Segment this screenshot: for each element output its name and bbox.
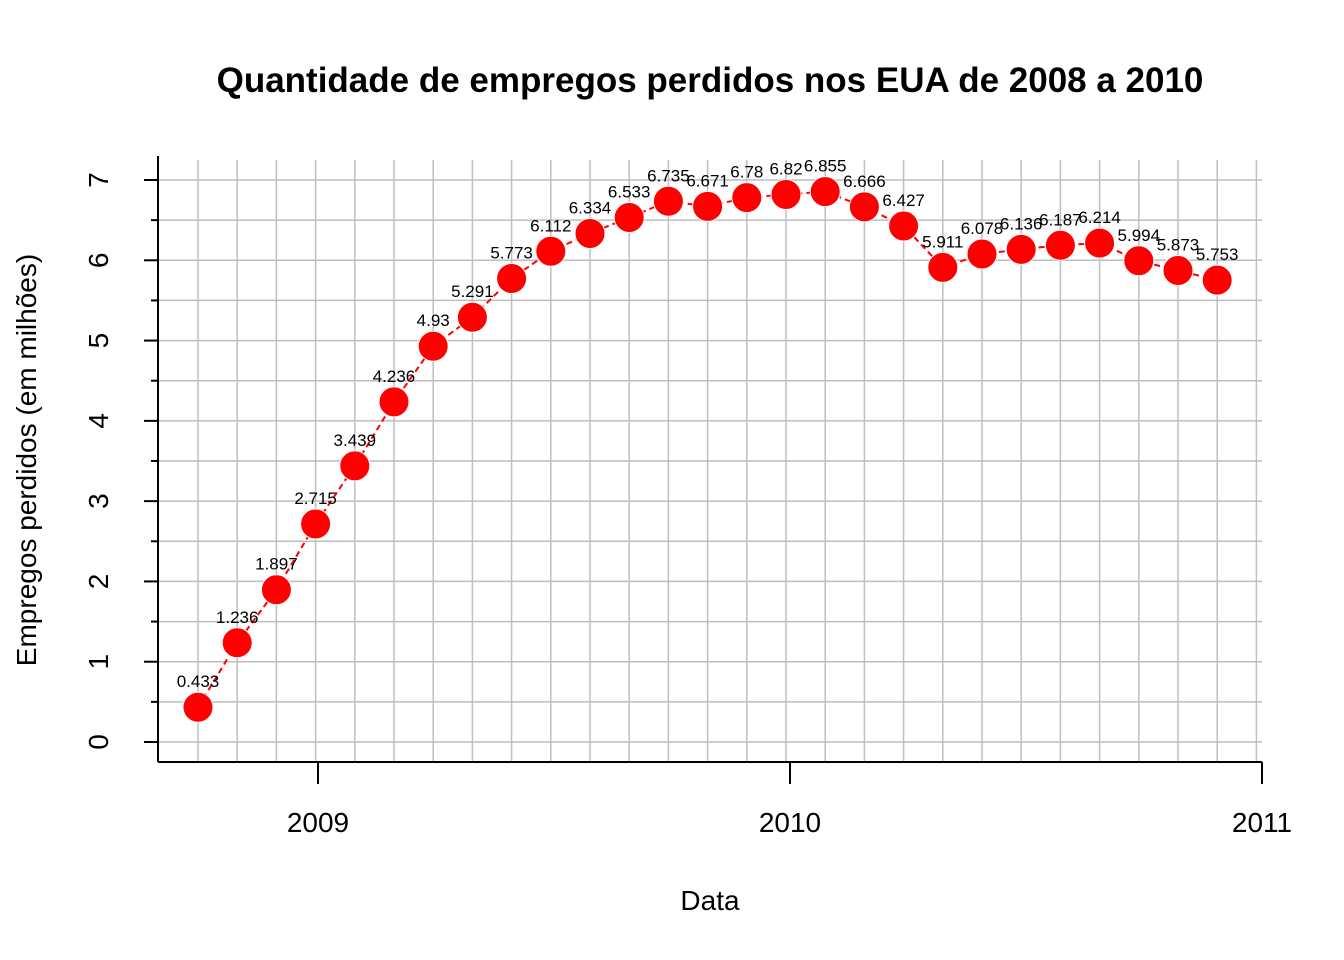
data-label: 6.82	[769, 159, 802, 178]
data-point	[535, 235, 567, 267]
data-point	[1044, 229, 1076, 261]
axes: 0 1 2 3 4 5 6 7 2009 2010 2011	[83, 156, 1292, 838]
data-label: 3.439	[334, 431, 377, 450]
y-tick-label: 1	[83, 654, 114, 670]
x-tick-label: 2009	[287, 807, 349, 838]
data-point	[692, 190, 724, 222]
data-point	[300, 508, 332, 540]
data-point	[496, 263, 528, 295]
data-label: 5.753	[1196, 245, 1239, 264]
x-tick-label: 2010	[759, 807, 821, 838]
data-point	[339, 450, 371, 482]
data-point	[652, 185, 684, 217]
y-tick-label: 7	[83, 172, 114, 188]
data-label: 4.93	[417, 311, 450, 330]
chart-title: Quantidade de empregos perdidos nos EUA …	[217, 61, 1204, 100]
data-label: 5.911	[922, 232, 963, 251]
data-point	[574, 217, 606, 249]
data-point	[1005, 233, 1037, 265]
data-label: 5.873	[1157, 235, 1200, 254]
data-point	[848, 191, 880, 223]
grid	[158, 160, 1262, 763]
data-point	[927, 251, 959, 283]
data-label: 6.78	[730, 163, 763, 182]
data-label: 4.236	[373, 367, 416, 386]
data-label: 1.897	[255, 555, 298, 574]
data-label: 5.773	[490, 244, 533, 263]
data-label: 6.112	[530, 216, 571, 235]
y-tick-label: 3	[83, 493, 114, 509]
data-label: 6.187	[1039, 210, 1082, 229]
data-label: 6.533	[608, 182, 651, 201]
data-point	[1123, 245, 1155, 277]
y-tick-label: 2	[83, 574, 114, 590]
data-point	[221, 627, 253, 659]
data-point	[809, 176, 841, 208]
y-axis-title: Empregos perdidos (em milhões)	[11, 254, 42, 666]
data-point	[731, 182, 763, 214]
data-label: 6.136	[1000, 214, 1043, 233]
y-tick-label: 0	[83, 734, 114, 750]
x-tick-label: 2011	[1232, 807, 1292, 838]
data-label: 6.671	[686, 171, 729, 190]
data-point	[182, 691, 214, 723]
data-label: 5.994	[1118, 226, 1161, 245]
series-layer	[182, 176, 1233, 723]
data-labels: 0.433 1.236 1.897 2.715 3.439 4.236 4.935.291 5…	[177, 157, 1239, 692]
data-label: 1.236	[216, 608, 259, 627]
data-label: 5.291	[451, 282, 494, 301]
data-point	[417, 330, 449, 362]
data-point	[966, 238, 998, 270]
data-point	[260, 574, 292, 606]
data-label: 6.735	[647, 166, 690, 185]
data-label: 6.078	[961, 219, 1004, 238]
data-point	[378, 386, 410, 418]
data-label: 6.855	[804, 157, 847, 176]
data-label: 6.214	[1078, 208, 1121, 227]
data-point	[613, 201, 645, 233]
data-label: 6.334	[569, 198, 612, 217]
data-point	[770, 178, 802, 210]
data-label: 6.427	[882, 191, 925, 210]
x-axis-title: Data	[680, 885, 740, 916]
data-point	[1201, 264, 1233, 296]
y-tick-label: 6	[83, 252, 114, 268]
y-tick-label: 4	[83, 413, 114, 429]
data-label: 2.715	[294, 489, 337, 508]
data-label: 6.666	[843, 172, 886, 191]
data-point	[888, 210, 920, 242]
y-tick-label: 5	[83, 333, 114, 349]
data-label: 0.433	[177, 672, 220, 691]
data-point	[1084, 227, 1116, 259]
data-point	[456, 301, 488, 333]
data-point	[1162, 254, 1194, 286]
